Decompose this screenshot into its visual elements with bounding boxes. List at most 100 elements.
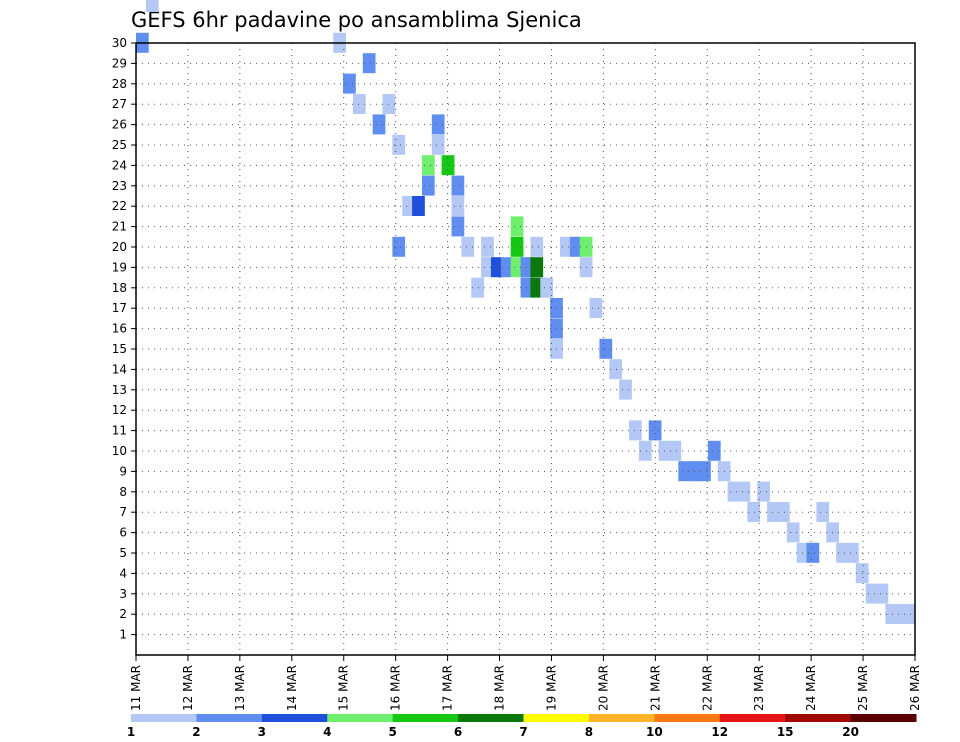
x-tick-label: 16 MAR — [389, 665, 403, 711]
y-axis: 1234567891011121314151617181920212223242… — [112, 36, 136, 642]
heat-cell — [757, 481, 770, 502]
heat-cell — [836, 542, 849, 563]
y-tick-label: 9 — [119, 464, 127, 478]
x-tick-label: 22 MAR — [700, 665, 714, 711]
colorbar-swatch — [131, 714, 197, 722]
heat-cell — [569, 236, 583, 257]
heat-cell — [767, 502, 780, 522]
heat-cell — [707, 440, 721, 461]
heat-cell — [500, 257, 514, 278]
heatmap-cells — [136, 0, 915, 624]
colorbar-label: 12 — [711, 725, 728, 739]
heat-cell — [796, 542, 810, 563]
heat-cell — [510, 216, 524, 237]
heat-cell — [875, 583, 889, 604]
y-tick-label: 18 — [112, 281, 127, 295]
colorbar-label: 1 — [127, 725, 135, 739]
colorbar-label: 8 — [585, 725, 593, 739]
heat-cell — [648, 420, 662, 441]
heat-cell — [540, 277, 554, 298]
y-tick-label: 29 — [112, 56, 127, 70]
y-tick-label: 16 — [112, 322, 127, 336]
y-tick-label: 28 — [112, 77, 127, 91]
x-tick-label: 17 MAR — [441, 665, 455, 711]
heat-cell — [727, 481, 741, 502]
heat-cell — [451, 175, 465, 196]
y-tick-label: 3 — [119, 587, 127, 601]
x-tick-label: 26 MAR — [908, 665, 922, 711]
colorbar-swatch — [327, 714, 394, 722]
colorbar-swatch — [850, 714, 917, 722]
colorbar-label: 7 — [519, 725, 527, 739]
heat-cell — [589, 298, 603, 318]
heat-cell — [471, 277, 484, 298]
x-tick-label: 18 MAR — [493, 665, 507, 711]
y-tick-label: 22 — [112, 199, 127, 213]
colorbar-swatch — [458, 714, 524, 722]
plot-gridlines — [136, 42, 916, 655]
y-tick-label: 15 — [112, 342, 127, 356]
colorbar-swatch — [785, 714, 852, 722]
colorbar-label: 15 — [777, 725, 794, 739]
colorbar-label: 2 — [192, 725, 200, 739]
heat-cell — [451, 196, 465, 216]
colorbar-swatch — [261, 714, 328, 722]
colorbar-label: 4 — [323, 725, 331, 739]
x-tick-label: 12 MAR — [181, 665, 195, 711]
x-tick-label: 14 MAR — [285, 665, 299, 711]
heat-cell — [678, 461, 692, 482]
colorbar-swatch — [196, 714, 263, 722]
x-tick-label: 11 MAR — [129, 665, 143, 711]
heat-cell — [560, 236, 573, 257]
colorbar-legend: 1 2 3 4 5 6 7 8 10 12 15 20 — [127, 714, 917, 739]
y-tick-label: 30 — [112, 36, 127, 50]
y-tick-label: 19 — [112, 260, 127, 274]
y-tick-label: 11 — [112, 424, 127, 438]
heat-cell — [599, 338, 613, 359]
y-tick-label: 20 — [112, 240, 127, 254]
heat-cell — [865, 583, 879, 604]
heat-cell — [421, 155, 435, 176]
y-tick-label: 2 — [119, 607, 127, 621]
y-tick-label: 10 — [112, 444, 127, 458]
y-tick-label: 23 — [112, 179, 127, 193]
x-tick-label: 21 MAR — [648, 665, 662, 711]
colorbar-label: 5 — [388, 725, 396, 739]
colorbar-label: 10 — [646, 725, 663, 739]
heat-cell — [668, 440, 682, 461]
heat-cell — [402, 196, 415, 216]
heat-cell — [530, 277, 544, 298]
colorbar-swatch — [654, 714, 721, 722]
heat-cell — [902, 604, 915, 624]
heat-cell — [638, 440, 652, 461]
heat-cell — [845, 542, 859, 563]
y-tick-label: 26 — [112, 118, 127, 132]
heat-cell — [609, 359, 623, 380]
colorbar-label: 6 — [454, 725, 462, 739]
heat-cell — [510, 236, 524, 257]
heat-cell — [343, 73, 356, 94]
heat-cell — [698, 461, 711, 482]
y-tick-label: 24 — [112, 158, 127, 172]
y-tick-label: 14 — [112, 362, 127, 376]
heat-cell — [737, 481, 751, 502]
heat-cell — [451, 216, 465, 237]
heat-cell — [481, 236, 494, 257]
y-tick-label: 5 — [119, 546, 127, 560]
colorbar-label: 3 — [258, 725, 266, 739]
x-tick-label: 20 MAR — [596, 665, 610, 711]
heat-cell — [510, 257, 524, 278]
heat-cell — [431, 114, 445, 135]
y-tick-label: 6 — [119, 526, 127, 540]
heat-cell — [786, 522, 800, 543]
y-tick-label: 21 — [112, 220, 127, 234]
x-tick-label: 25 MAR — [856, 665, 870, 711]
y-tick-label: 8 — [119, 485, 127, 499]
x-tick-label: 23 MAR — [752, 665, 766, 711]
y-tick-label: 27 — [112, 97, 127, 111]
heat-cell — [421, 175, 435, 196]
heat-cell — [530, 257, 544, 278]
heat-cell — [352, 94, 366, 114]
y-tick-label: 4 — [119, 566, 127, 580]
